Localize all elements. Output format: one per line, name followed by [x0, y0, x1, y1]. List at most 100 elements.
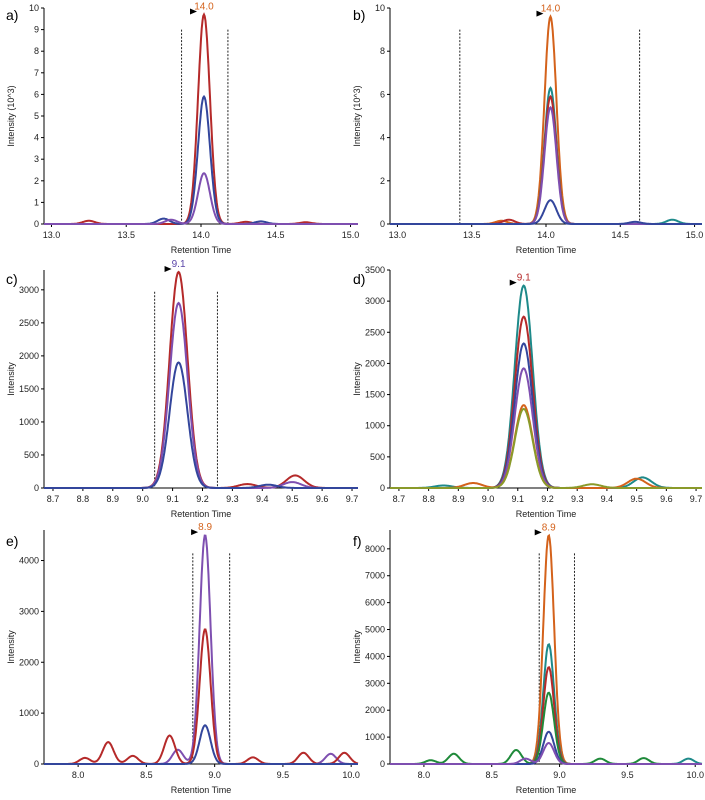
- y-tick-label: 1000: [365, 421, 385, 431]
- series-trace-3: [44, 724, 358, 765]
- x-axis-title: Retention Time: [171, 245, 232, 255]
- peak-apex-marker-icon: [164, 265, 172, 272]
- x-tick-label: 9.6: [316, 494, 329, 504]
- x-tick-label: 8.7: [47, 494, 60, 504]
- x-tick-label: 15.0: [342, 230, 360, 240]
- peak-apex-label: 8.9: [198, 522, 212, 533]
- x-axis-title: Retention Time: [516, 785, 577, 795]
- y-tick-label: 1500: [365, 390, 385, 400]
- panel-b: b) 13.0 13.5 14.0 14.5 15.0 0 2 4 6 8 10 Retention T…: [352, 3, 703, 255]
- x-tick-label: 14.5: [267, 230, 285, 240]
- series-trace-6: [390, 407, 702, 489]
- y-tick-label: 2500: [365, 327, 385, 337]
- x-tick-label: 10.0: [686, 770, 704, 780]
- y-axis-title: Intensity (10^3): [352, 85, 362, 146]
- y-tick-label: 6: [34, 89, 39, 99]
- y-tick-label: 0: [34, 219, 39, 229]
- panel-label: b): [353, 7, 365, 23]
- x-tick-label: 9.4: [256, 494, 269, 504]
- x-tick-label: 9.5: [621, 770, 634, 780]
- series-trace-1: [390, 284, 702, 489]
- peak-apex-label: 9.1: [172, 259, 186, 270]
- y-axis-title: Intensity: [352, 630, 362, 664]
- x-tick-label: 9.7: [346, 494, 359, 504]
- x-tick-label: 8.7: [393, 494, 406, 504]
- peak-apex-label: 14.0: [194, 1, 214, 12]
- y-tick-label: 3000: [365, 296, 385, 306]
- x-tick-label: 8.8: [77, 494, 90, 504]
- x-tick-label: 10.0: [342, 770, 360, 780]
- series-trace-5: [390, 199, 702, 225]
- x-tick-label: 9.5: [277, 770, 290, 780]
- y-tick-label: 1500: [19, 384, 39, 394]
- y-tick-label: 4: [380, 133, 385, 143]
- y-axis-title: Intensity (10^3): [6, 85, 16, 146]
- x-tick-label: 8.8: [422, 494, 435, 504]
- x-tick-label: 8.9: [107, 494, 120, 504]
- series-trace-1: [44, 12, 358, 225]
- panel-e: e) 8.0 8.5 9.0 9.5 10.0 0 1000 2000 3000 4000 Reten…: [6, 522, 360, 795]
- x-axis-title: Retention Time: [171, 785, 232, 795]
- y-tick-label: 8: [34, 46, 39, 56]
- y-tick-label: 1000: [19, 417, 39, 427]
- x-tick-label: 9.0: [553, 770, 566, 780]
- y-tick-label: 10: [29, 3, 39, 13]
- x-axis-title: Retention Time: [516, 245, 577, 255]
- series-trace-2: [390, 86, 702, 225]
- series-trace-1: [390, 533, 702, 765]
- y-tick-label: 1: [34, 197, 39, 207]
- x-tick-label: 13.0: [43, 230, 61, 240]
- y-tick-label: 3: [34, 154, 39, 164]
- x-tick-label: 9.2: [196, 494, 209, 504]
- panel-d: d) 8.7 8.8 8.9 9.0 9.1 9.2 9.3 9.4 9.5 9.6 9.7 0 500 1…: [352, 265, 702, 519]
- peak-apex-marker-icon: [509, 279, 517, 286]
- peak-apex-label: 8.9: [542, 522, 556, 533]
- y-tick-label: 5000: [365, 625, 385, 635]
- series-trace-5: [390, 404, 702, 489]
- y-tick-label: 0: [34, 759, 39, 769]
- y-tick-label: 7000: [365, 571, 385, 581]
- x-axis-title: Retention Time: [516, 509, 577, 519]
- x-tick-label: 9.0: [482, 494, 495, 504]
- y-tick-label: 0: [380, 759, 385, 769]
- y-tick-label: 3000: [365, 678, 385, 688]
- series-trace-4: [390, 367, 702, 489]
- x-tick-label: 9.1: [166, 494, 179, 504]
- series-trace-3: [44, 172, 358, 225]
- y-tick-label: 2000: [19, 351, 39, 361]
- x-tick-label: 9.5: [286, 494, 299, 504]
- y-tick-label: 7: [34, 68, 39, 78]
- peak-apex-marker-icon: [536, 10, 544, 17]
- x-tick-label: 9.5: [630, 494, 643, 504]
- series-trace-6: [390, 741, 702, 765]
- series-trace-2: [44, 94, 358, 225]
- peak-apex-marker-icon: [534, 529, 542, 536]
- x-tick-label: 13.0: [389, 230, 407, 240]
- x-tick-label: 13.5: [463, 230, 481, 240]
- y-tick-label: 2000: [19, 657, 39, 667]
- y-tick-label: 2000: [365, 705, 385, 715]
- y-tick-label: 3000: [19, 606, 39, 616]
- panel-c: c) 8.7 8.8 8.9 9.0 9.1 9.2 9.3 9.4 9.5 9.6 9.7 0 500 1…: [6, 259, 358, 519]
- y-tick-label: 1000: [19, 708, 39, 718]
- y-axis-title: Intensity: [352, 362, 362, 396]
- panel-label: c): [6, 271, 18, 287]
- x-tick-label: 8.0: [72, 770, 85, 780]
- y-tick-label: 500: [24, 450, 39, 460]
- x-tick-label: 8.5: [140, 770, 153, 780]
- y-tick-label: 4: [34, 133, 39, 143]
- x-tick-label: 9.7: [690, 494, 703, 504]
- y-tick-label: 3500: [365, 265, 385, 275]
- series-trace-5: [390, 730, 702, 765]
- y-tick-label: 4000: [19, 556, 39, 566]
- panel-label: f): [353, 533, 362, 549]
- panel-label: a): [6, 7, 18, 23]
- y-tick-label: 0: [380, 483, 385, 493]
- y-tick-label: 6000: [365, 598, 385, 608]
- x-tick-label: 9.4: [601, 494, 614, 504]
- series-trace-3: [390, 666, 702, 765]
- y-tick-label: 2: [34, 176, 39, 186]
- x-tick-label: 14.5: [612, 230, 630, 240]
- series-trace-3: [44, 361, 358, 489]
- y-tick-label: 4000: [365, 651, 385, 661]
